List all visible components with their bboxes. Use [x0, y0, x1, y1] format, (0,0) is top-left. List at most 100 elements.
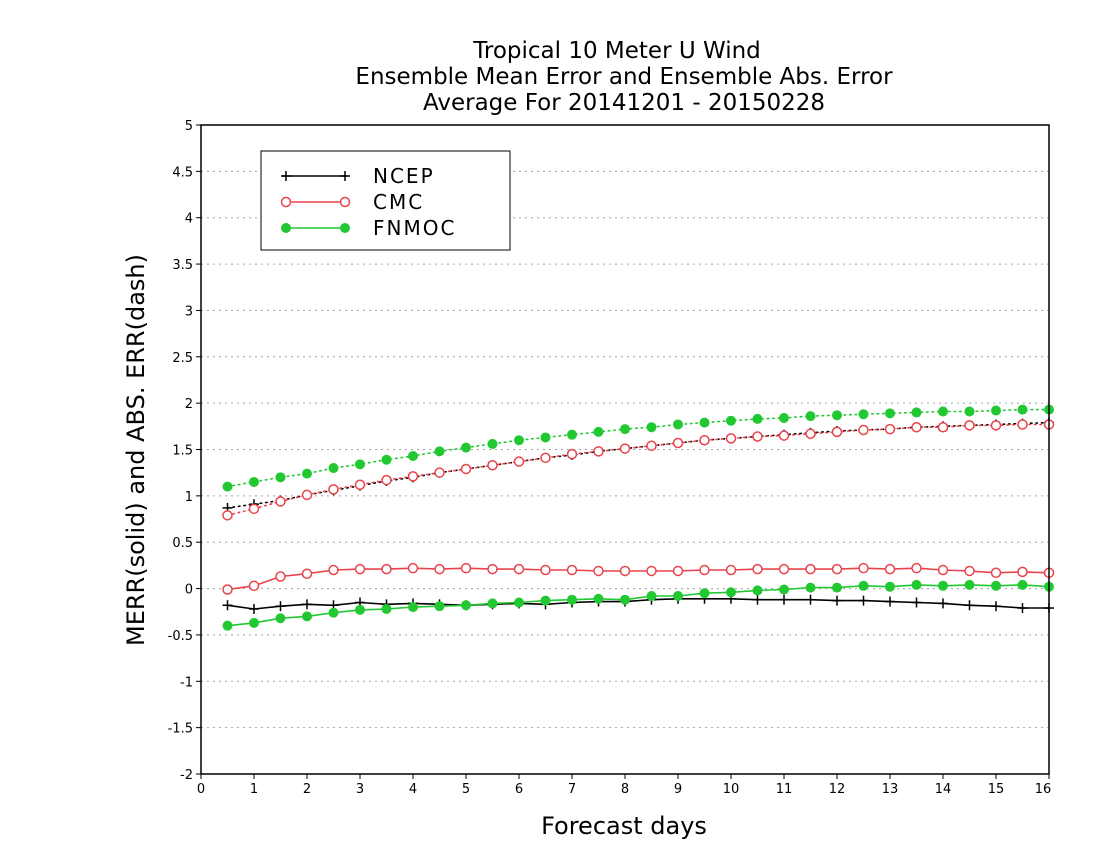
series-fnmoc-merr-point [646, 590, 657, 601]
series-cmc-merr-point [964, 565, 975, 577]
y-tick-label: -1.5 [168, 722, 193, 737]
series-fnmoc-merr-point [911, 579, 922, 590]
series-cmc-abs-err-point [725, 433, 737, 444]
legend-marker-cmc [280, 196, 292, 208]
series-fnmoc-merr-point [222, 620, 233, 631]
series-cmc-abs-err-point [619, 443, 631, 454]
series-cmc-merr-point [646, 565, 657, 577]
series-cmc-abs-err-point [858, 424, 869, 436]
series-fnmoc-merr-point [487, 598, 498, 609]
x-axis-label: Forecast days [541, 812, 707, 840]
series-fnmoc-abs-err-point [858, 409, 869, 420]
x-tick-label: 15 [988, 782, 1005, 797]
series-fnmoc-abs-err-point [487, 438, 498, 449]
legend-marker-ncep [340, 171, 350, 181]
series-cmc-abs-err-point [540, 452, 551, 464]
series-fnmoc-merr-point [938, 580, 948, 591]
series-cmc-abs-err-point [487, 460, 498, 471]
series-fnmoc-abs-err-point [964, 406, 975, 417]
series-fnmoc-abs-err-point [540, 432, 551, 443]
x-tick-label: 6 [515, 782, 523, 797]
x-tick-label: 4 [409, 782, 417, 797]
y-tick-label: -1 [180, 675, 193, 690]
series-fnmoc-merr-point [249, 617, 259, 628]
series-fnmoc-merr-point [1017, 579, 1028, 590]
legend-marker-fnmoc [281, 223, 291, 233]
series-cmc-abs-err-point [407, 471, 419, 482]
legend-label-fnmoc: FNMOC [373, 216, 456, 240]
series-fnmoc-abs-err-point [275, 472, 286, 483]
series-fnmoc-abs-err-point [699, 417, 710, 428]
series-ncep-merr-point [805, 594, 816, 605]
series-cmc-merr-point [540, 564, 551, 576]
series-fnmoc-merr-point [540, 595, 551, 606]
series-fnmoc-merr-point [593, 593, 604, 604]
x-tick-label: 9 [674, 782, 682, 797]
series-ncep-merr-point [964, 600, 975, 611]
series-fnmoc-abs-err-point [779, 412, 789, 423]
series-fnmoc-merr-point [832, 582, 842, 593]
series-fnmoc-merr-point [964, 579, 975, 590]
legend-label-cmc: CMC [373, 190, 424, 214]
y-tick-label: -2 [180, 768, 193, 783]
y-axis-label: MERR(solid) and ABS. ERR(dash) [122, 254, 150, 646]
series-cmc-merr-point [699, 564, 710, 576]
series-fnmoc-merr-point [567, 594, 577, 605]
legend-item-ncep: NCEP [281, 164, 435, 188]
legend-marker-fnmoc [340, 223, 350, 233]
series-fnmoc-abs-err-point [434, 446, 445, 457]
series-cmc-merr-point [434, 563, 445, 575]
series-cmc-abs-err-point [831, 426, 843, 438]
series-fnmoc-abs-err-point [355, 459, 365, 470]
y-tick-label: 0 [185, 583, 193, 598]
series-fnmoc-abs-err-point [222, 481, 233, 492]
y-tick-label: -0.5 [168, 629, 193, 644]
series-cmc-abs-err-point [328, 484, 339, 495]
series-cmc-merr-point [778, 563, 790, 575]
x-tick-label: 8 [621, 782, 629, 797]
series-cmc-merr-point [884, 563, 896, 575]
series-cmc-abs-err-point [301, 489, 313, 501]
x-tick-label: 5 [462, 782, 470, 797]
legend-label-ncep: NCEP [373, 164, 435, 188]
series-cmc-abs-err-point [778, 430, 790, 441]
chart-title-line-3: Average For 20141201 - 20150228 [423, 90, 825, 116]
series-cmc-abs-err-point [434, 467, 445, 478]
series-cmc-abs-err-point [911, 421, 922, 433]
series-fnmoc-merr-point [381, 603, 392, 614]
series-cmc-abs-err-point [752, 431, 763, 442]
series-cmc-abs-err-point [937, 421, 949, 433]
series-fnmoc-abs-err-point [514, 435, 524, 446]
series-cmc-merr-point [990, 567, 1002, 579]
series-fnmoc-abs-err-point [991, 405, 1001, 416]
x-tick-label: 1 [250, 782, 258, 797]
legend-marker-cmc [339, 196, 351, 208]
series-ncep-merr-point [991, 601, 1001, 612]
series-ncep-merr-point [885, 596, 895, 607]
series-cmc-merr-point [328, 564, 339, 576]
x-axis: 0 1 2 3 4 5 6 7 8 9 10 11 12 13 14 15 16 [197, 774, 1051, 797]
series-fnmoc-abs-err-point [752, 413, 763, 424]
series-fnmoc-abs-err-point [593, 426, 604, 437]
series-ncep-merr-point [779, 594, 789, 605]
series-cmc-merr-point [911, 562, 922, 574]
series-fnmoc-abs-err-point [567, 429, 577, 440]
series-fnmoc-merr-point [302, 611, 312, 622]
x-tick-label: 16 [1035, 782, 1052, 797]
series-cmc-merr-point [222, 584, 233, 595]
series-cmc-abs-err-point [593, 446, 604, 457]
series-cmc-merr-point [460, 562, 472, 574]
series-cmc-merr-point [275, 571, 286, 582]
series-fnmoc-abs-err-point [1017, 404, 1028, 415]
series-fnmoc-merr-point [779, 584, 789, 595]
series-fnmoc [222, 404, 1054, 631]
series-fnmoc-abs-err-point [673, 419, 683, 430]
legend-box [260, 150, 511, 251]
series-cmc-merr-point [672, 565, 684, 577]
series-cmc-merr-point [725, 564, 737, 576]
series-fnmoc-merr-point [858, 580, 869, 591]
y-tick-label: 2.5 [172, 351, 193, 366]
legend-marker-ncep [281, 171, 291, 181]
